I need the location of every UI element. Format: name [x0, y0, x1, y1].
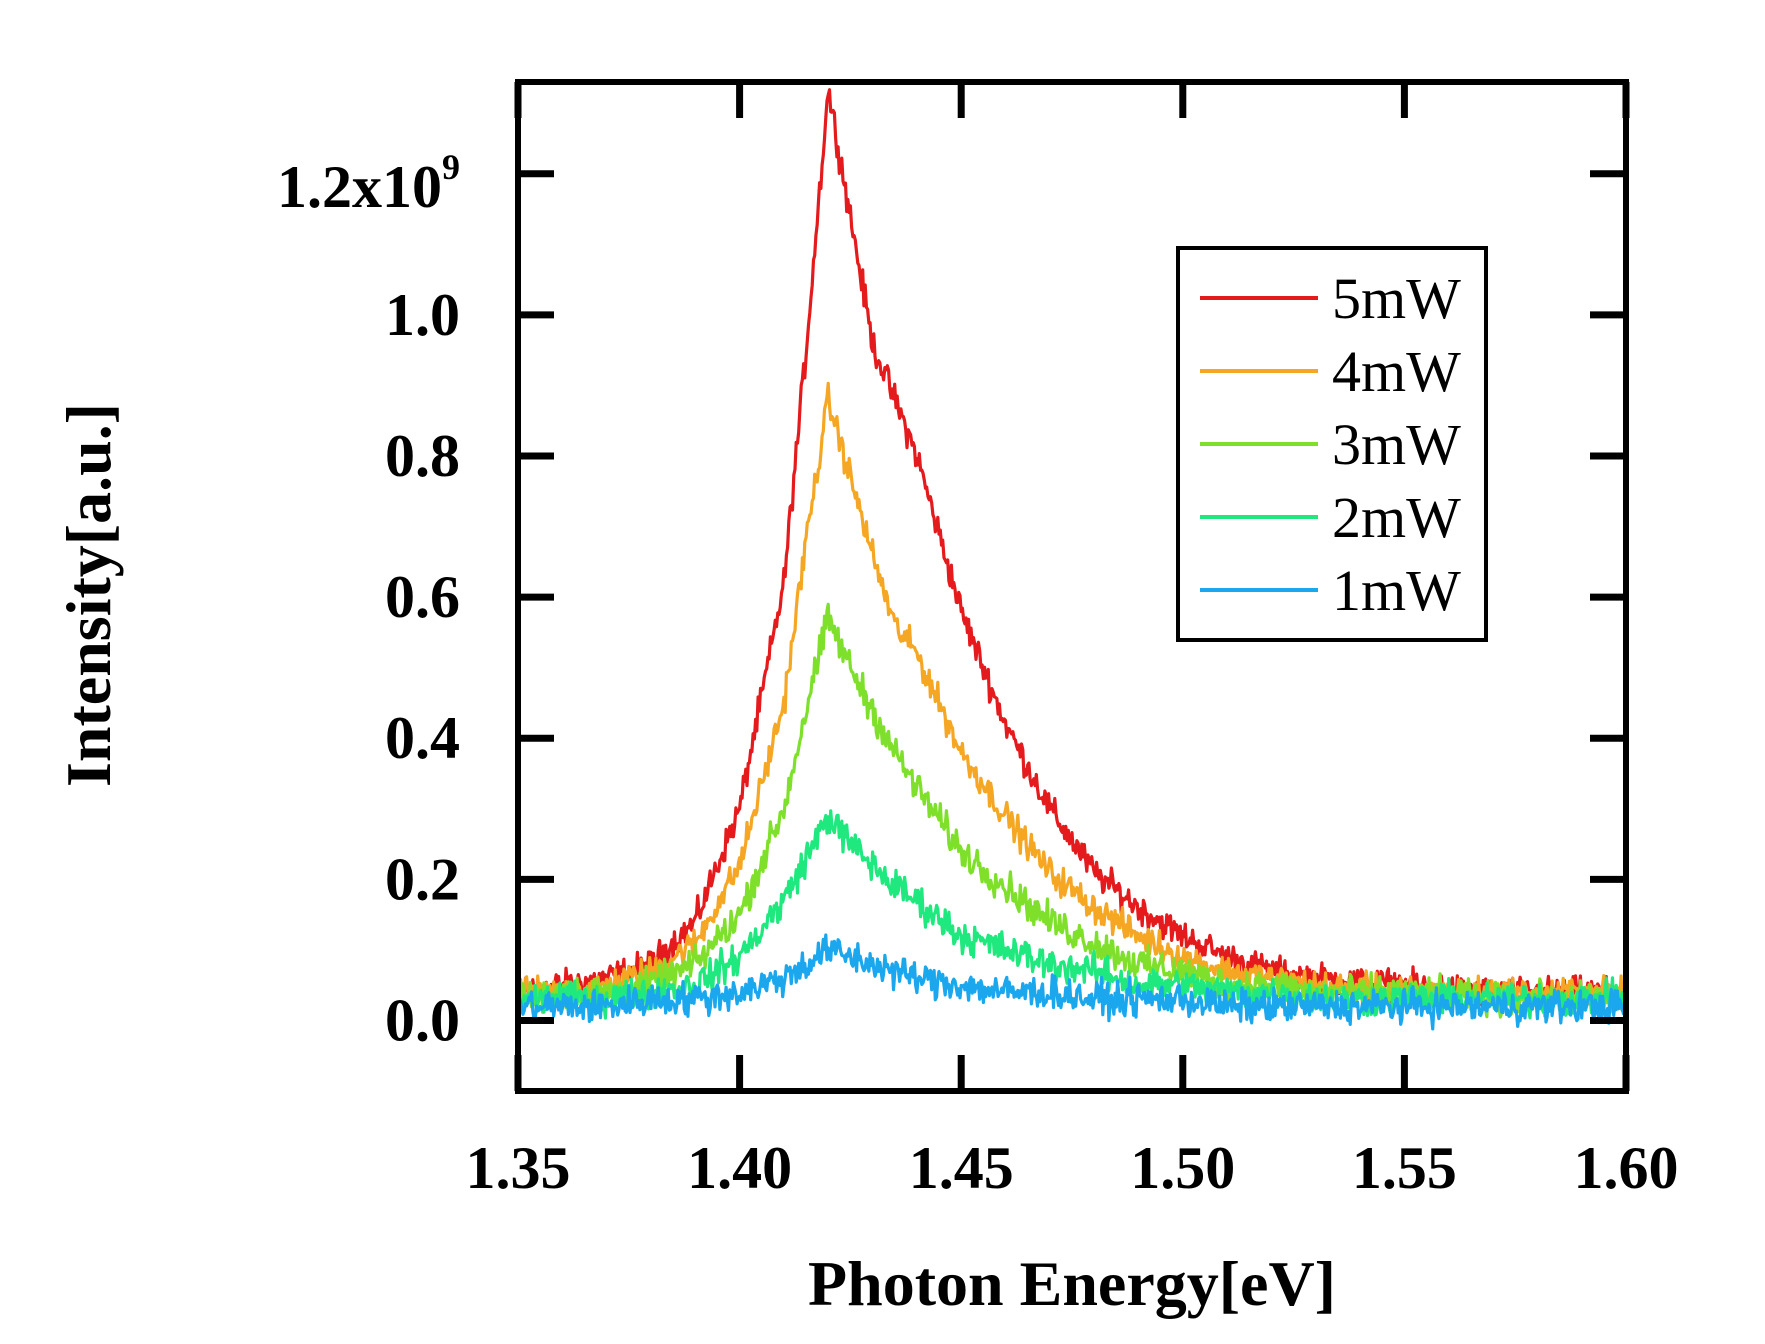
plot-frame	[515, 79, 1629, 1094]
x-tick-label: 1.55	[1352, 1135, 1457, 1201]
y-tick-label: 0.8	[385, 423, 460, 489]
y-tick-label: 0.6	[385, 564, 460, 630]
y-tick-top-mantissa: 1.2x10	[277, 154, 442, 220]
x-tick-label: 1.35	[466, 1135, 571, 1201]
legend-label-1mW: 1mW	[1332, 558, 1461, 623]
y-tick-label-top: 1.2x109	[277, 147, 460, 220]
legend-label-5mW: 5mW	[1332, 266, 1461, 331]
y-tick-top-exponent: 9	[442, 147, 460, 187]
x-tick-label: 1.40	[687, 1135, 792, 1201]
x-axis-title: Photon Energy[eV]	[808, 1248, 1336, 1319]
x-tick-label: 1.60	[1574, 1135, 1679, 1201]
x-tick-label: 1.45	[909, 1135, 1014, 1201]
legend-entries: 5mW 4mW 3mW 2mW 1mW	[1200, 266, 1461, 623]
ticks-layer: 1.35 1.40 1.45 1.50 1.55 1.60 0.0 0.2 0.4 0.6 0.8 1…	[385, 82, 1679, 1201]
series-line-2mW	[516, 809, 1627, 1021]
y-tick-label: 0.2	[385, 846, 460, 912]
legend: 5mW 4mW 3mW 2mW 1mW	[1176, 246, 1488, 642]
series-layer	[516, 88, 1628, 1031]
legend-label-4mW: 4mW	[1332, 339, 1461, 404]
y-axis-title: Intensity[a.u.]	[53, 403, 124, 787]
y-tick-label: 1.0	[385, 282, 460, 348]
series-line-1mW	[516, 933, 1628, 1031]
legend-label-2mW: 2mW	[1332, 485, 1461, 550]
legend-label-3mW: 3mW	[1332, 412, 1461, 477]
x-tick-label: 1.50	[1130, 1135, 1235, 1201]
y-tick-label: 0.4	[385, 705, 460, 771]
y-tick-label: 0.0	[385, 987, 460, 1053]
